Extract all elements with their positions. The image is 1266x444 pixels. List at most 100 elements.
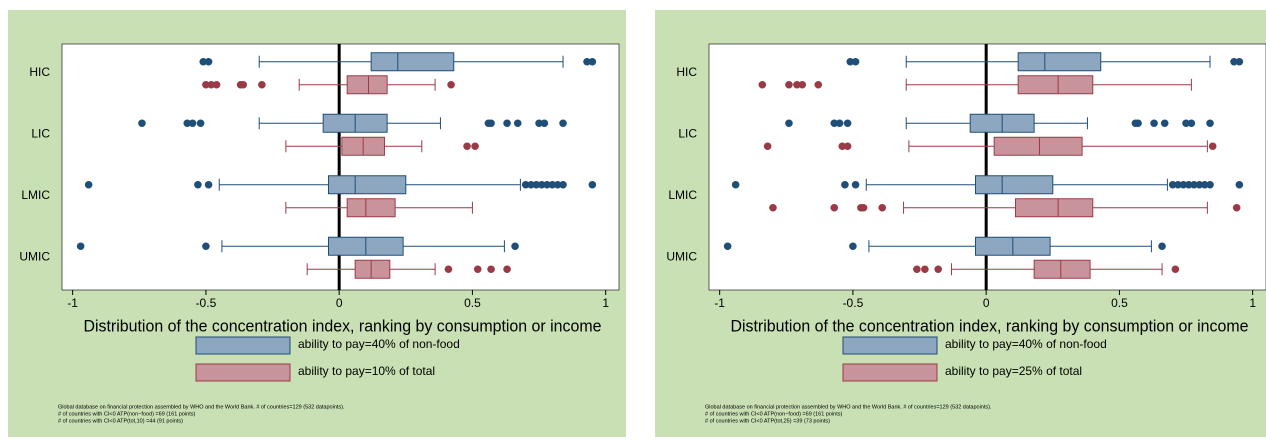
chart-panel: -1 -0.5 0 0.5 1 HIC LIC LMIC UMIC Distribution of… <box>655 10 1266 437</box>
outlier <box>188 119 197 128</box>
outlier <box>793 80 801 89</box>
footnote: # of countries with CI<0 ATP(tot,25) =39… <box>705 418 830 424</box>
legend-swatch <box>195 363 291 382</box>
y-tick-label: HIC <box>29 65 50 79</box>
y-tick-label: UMIC <box>19 249 50 263</box>
outlier <box>851 57 860 66</box>
outlier <box>1190 180 1198 189</box>
outlier <box>463 142 471 151</box>
x-tick-label: 0 <box>983 296 990 310</box>
footnote: # of countries with CI<0 ATP(tot,10) =44… <box>58 418 183 424</box>
outlier <box>846 57 855 66</box>
x-tick-label: 1 <box>602 296 609 310</box>
y-tick-label: LMIC <box>668 188 697 202</box>
x-tick-label: 0.5 <box>1111 296 1128 310</box>
outlier <box>535 119 543 128</box>
outlier <box>559 119 567 128</box>
outlier <box>1171 265 1180 274</box>
outlier <box>835 119 844 128</box>
y-tick-label: LIC <box>678 126 697 140</box>
footnote: # of countries with CI<0 ATP(non−food) =… <box>58 411 195 417</box>
outlier <box>1184 180 1193 189</box>
outlier <box>1208 142 1217 151</box>
outlier <box>1232 203 1241 212</box>
x-tick-label: -0.5 <box>843 296 864 310</box>
outlier <box>763 142 772 151</box>
box <box>354 259 391 279</box>
outlier <box>1160 119 1169 128</box>
legend-swatch <box>842 363 938 382</box>
outlier <box>1195 180 1204 189</box>
outlier <box>1168 180 1177 189</box>
box <box>370 52 455 72</box>
x-axis-label: Distribution of the concentration index,… <box>731 317 1249 335</box>
outlier <box>1179 180 1188 189</box>
outlier <box>1174 180 1182 189</box>
outlier <box>785 80 793 89</box>
x-axis-label: Distribution of the concentration index,… <box>84 317 602 335</box>
outlier <box>878 203 887 212</box>
x-tick-label: 0 <box>336 296 343 310</box>
outlier <box>843 142 852 151</box>
outlier <box>838 142 847 151</box>
outlier <box>511 242 519 251</box>
outlier <box>921 265 929 274</box>
outlier <box>1134 119 1142 128</box>
legend-swatch <box>842 336 938 355</box>
box <box>346 198 396 218</box>
outlier <box>1235 57 1244 66</box>
outlier <box>239 80 248 89</box>
outlier <box>758 80 767 89</box>
outlier <box>202 242 210 251</box>
outlier <box>471 142 479 151</box>
outlier <box>503 265 511 274</box>
outlier <box>543 180 551 189</box>
x-tick-label: 0.5 <box>464 296 481 310</box>
box <box>1014 198 1094 218</box>
outlier <box>196 119 205 128</box>
outlier <box>553 180 562 189</box>
outlier <box>1200 180 1209 189</box>
outlier <box>841 180 849 189</box>
outlier <box>849 242 857 251</box>
y-tick-label: LMIC <box>21 188 50 202</box>
outlier <box>830 119 839 128</box>
box <box>1017 52 1102 72</box>
outlier <box>830 203 839 212</box>
outlier <box>532 180 541 189</box>
outlier <box>913 265 921 274</box>
outlier <box>859 203 868 212</box>
outlier <box>934 265 942 274</box>
outlier <box>447 80 455 89</box>
outlier <box>212 80 221 89</box>
outlier <box>851 180 860 189</box>
outlier <box>723 242 732 251</box>
outlier <box>540 119 549 128</box>
outlier <box>527 180 535 189</box>
chart-panel: -1 -0.5 0 0.5 1 HIC LIC LMIC UMIC Distribution of… <box>8 10 626 437</box>
outlier <box>843 119 852 128</box>
box <box>1017 75 1094 95</box>
footnote: Global database on financial protection … <box>58 404 345 410</box>
outlier <box>487 265 495 274</box>
outlier <box>521 180 530 189</box>
box <box>993 136 1083 156</box>
legend-label: ability to pay=40% of non-food <box>945 337 1107 351</box>
outlier <box>583 57 591 66</box>
outlier <box>444 265 453 274</box>
box <box>328 175 407 195</box>
x-tick-label: -1 <box>714 296 725 310</box>
outlier <box>207 80 216 89</box>
x-tick-label: -1 <box>67 296 78 310</box>
outlier <box>1230 57 1238 66</box>
outlier <box>1206 180 1214 189</box>
y-tick-label: UMIC <box>666 249 697 263</box>
x-tick-label: 1 <box>1249 296 1256 310</box>
outlier <box>204 180 213 189</box>
outlier <box>1206 119 1214 128</box>
outlier <box>1235 180 1244 189</box>
outlier <box>1150 119 1158 128</box>
box <box>346 75 388 95</box>
outlier <box>84 180 93 189</box>
